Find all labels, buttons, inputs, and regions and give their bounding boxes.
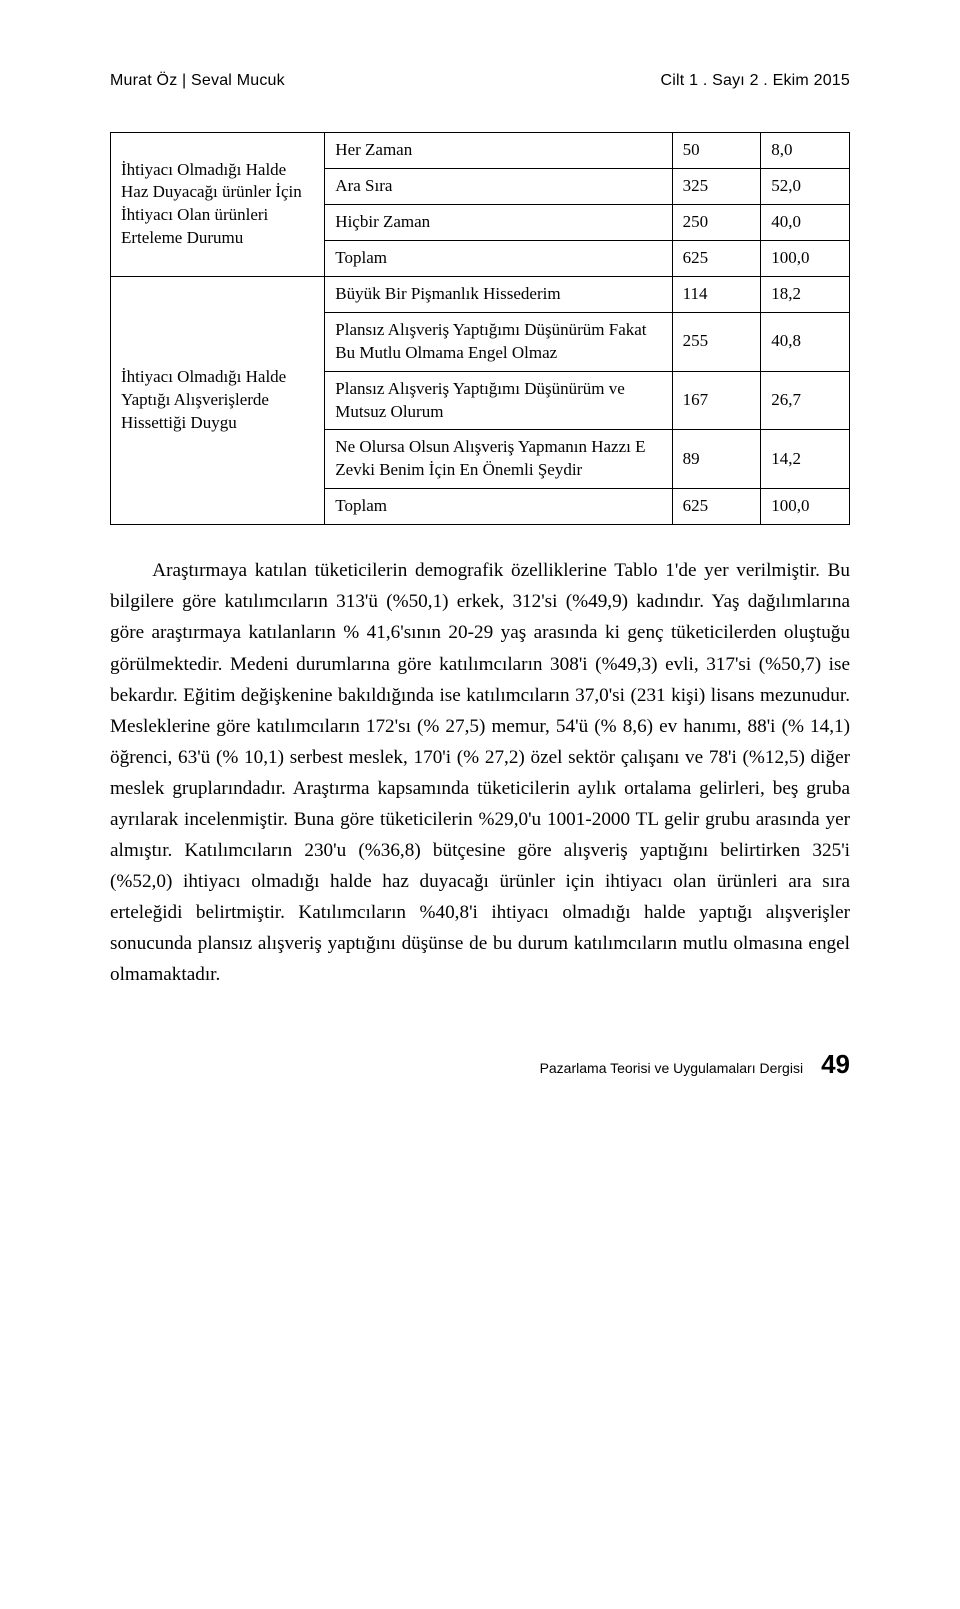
row-attr: Her Zaman xyxy=(325,133,672,169)
row-pct: 100,0 xyxy=(761,240,850,276)
row-attr: Büyük Bir Pişmanlık Hissederim xyxy=(325,276,672,312)
running-header: Murat Öz | Seval Mucuk Cilt 1 . Sayı 2 .… xyxy=(110,72,850,90)
results-table: İhtiyacı Olmadığı Halde Haz Duyacağı ürü… xyxy=(110,132,850,525)
table-row: İhtiyacı Olmadığı Halde Yaptığı Alışveri… xyxy=(111,276,850,312)
row-n: 89 xyxy=(672,430,761,489)
body-paragraph: Araştırmaya katılan tüketicilerin demogr… xyxy=(110,555,850,990)
row-pct: 40,0 xyxy=(761,204,850,240)
row-attr: Hiçbir Zaman xyxy=(325,204,672,240)
row-pct: 14,2 xyxy=(761,430,850,489)
row-n: 625 xyxy=(672,489,761,525)
page-container: Murat Öz | Seval Mucuk Cilt 1 . Sayı 2 .… xyxy=(0,0,960,1160)
row-attr: Toplam xyxy=(325,240,672,276)
row-attr: Plansız Alışveriş Yaptığımı Düşünürüm Fa… xyxy=(325,312,672,371)
row-pct: 40,8 xyxy=(761,312,850,371)
row-attr: Toplam xyxy=(325,489,672,525)
row-pct: 18,2 xyxy=(761,276,850,312)
row-pct: 8,0 xyxy=(761,133,850,169)
page-footer: Pazarlama Teorisi ve Uygulamaları Dergis… xyxy=(110,1049,850,1080)
row-n: 250 xyxy=(672,204,761,240)
row-n: 114 xyxy=(672,276,761,312)
footer-page-number: 49 xyxy=(821,1049,850,1080)
row-pct: 100,0 xyxy=(761,489,850,525)
footer-journal: Pazarlama Teorisi ve Uygulamaları Dergis… xyxy=(540,1060,804,1076)
row-attr: Ara Sıra xyxy=(325,168,672,204)
group-label: İhtiyacı Olmadığı Halde Yaptığı Alışveri… xyxy=(111,276,325,525)
row-n: 255 xyxy=(672,312,761,371)
row-n: 50 xyxy=(672,133,761,169)
row-n: 325 xyxy=(672,168,761,204)
header-issue: Cilt 1 . Sayı 2 . Ekim 2015 xyxy=(661,72,850,90)
body-paragraph-block: Araştırmaya katılan tüketicilerin demogr… xyxy=(110,555,850,990)
table-row: İhtiyacı Olmadığı Halde Haz Duyacağı ürü… xyxy=(111,133,850,169)
row-n: 167 xyxy=(672,371,761,430)
row-n: 625 xyxy=(672,240,761,276)
row-attr: Plansız Alışveriş Yaptığımı Düşünürüm ve… xyxy=(325,371,672,430)
row-pct: 26,7 xyxy=(761,371,850,430)
header-authors: Murat Öz | Seval Mucuk xyxy=(110,72,285,90)
row-attr: Ne Olursa Olsun Alışveriş Yapmanın Hazzı… xyxy=(325,430,672,489)
group-label: İhtiyacı Olmadığı Halde Haz Duyacağı ürü… xyxy=(111,133,325,277)
row-pct: 52,0 xyxy=(761,168,850,204)
